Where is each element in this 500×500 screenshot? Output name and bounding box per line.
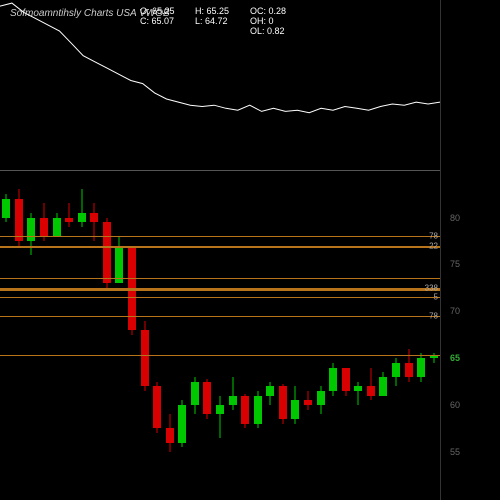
fib-line [0, 288, 440, 291]
fib-label: 22 [429, 241, 438, 250]
fib-label: 78 [429, 311, 438, 320]
upper-divider [0, 170, 440, 171]
y-axis: 55 60 65 70 75 80 [440, 180, 500, 480]
fib-label: 338 [425, 283, 438, 292]
fib-line [0, 278, 440, 279]
y-tick: 70 [450, 306, 460, 316]
y-tick: 75 [450, 259, 460, 269]
y-tick: 65 [450, 353, 460, 363]
fib-label: 5 [434, 293, 438, 302]
candlestick-chart[interactable] [0, 180, 440, 480]
axis-border [440, 0, 441, 500]
fib-line [0, 297, 440, 298]
fib-label: 78 [429, 232, 438, 241]
fib-line [0, 246, 440, 248]
y-tick: 60 [450, 400, 460, 410]
y-tick: 55 [450, 447, 460, 457]
fib-line [0, 236, 440, 237]
fib-line [0, 316, 440, 317]
y-tick: 80 [450, 213, 460, 223]
upper-line-chart [0, 0, 440, 130]
fib-line [0, 355, 440, 356]
